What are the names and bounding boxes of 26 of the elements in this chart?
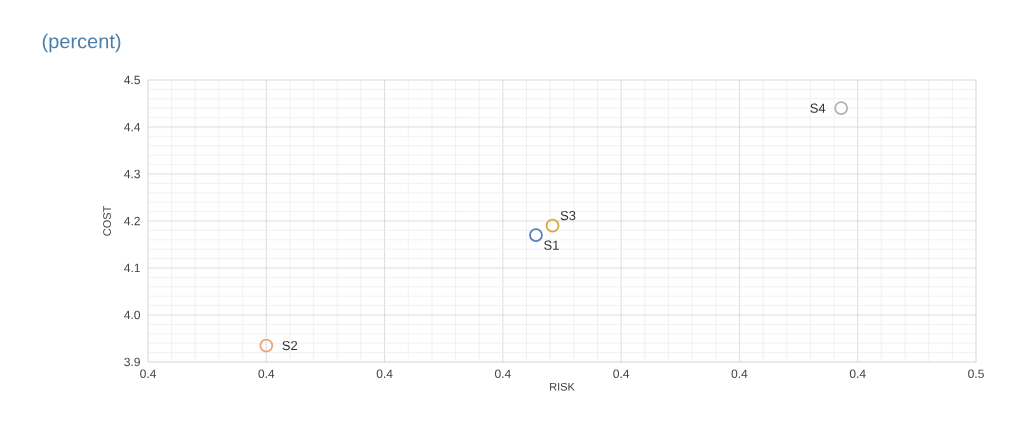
chart-subtitle: (percent) (42, 33, 121, 53)
y-tick-label: 4.1 (124, 263, 140, 273)
x-tick-label: 0.5 (968, 369, 984, 379)
point (834, 101, 849, 116)
x-tick-label: 0.4 (258, 369, 275, 379)
x-tick-label: 0.4 (494, 369, 511, 379)
x-axis-title: RISK (550, 382, 575, 391)
y-tick-label: 4.5 (124, 75, 140, 85)
series-label: S4 (810, 103, 826, 113)
y-tick-label: 4.3 (124, 169, 140, 179)
y-tick-label: 4.2 (124, 216, 140, 226)
y-tick-label: 4.0 (124, 310, 141, 320)
point (259, 338, 274, 353)
x-tick-label: 0.4 (849, 369, 866, 379)
x-tick-label: 0.4 (140, 369, 156, 379)
x-tick-label: 0.4 (613, 369, 630, 379)
series-label: S1 (544, 240, 559, 250)
series-label: S2 (282, 340, 298, 351)
y-tick-label: 3.9 (124, 357, 140, 367)
series-label: S3 (560, 210, 576, 221)
x-tick-label: 0.4 (376, 369, 393, 379)
point (545, 218, 560, 233)
y-axis-title: COST (103, 205, 111, 236)
point (529, 228, 543, 242)
x-tick-label: 0.4 (731, 369, 748, 379)
y-tick-label: 4.4 (124, 122, 141, 132)
